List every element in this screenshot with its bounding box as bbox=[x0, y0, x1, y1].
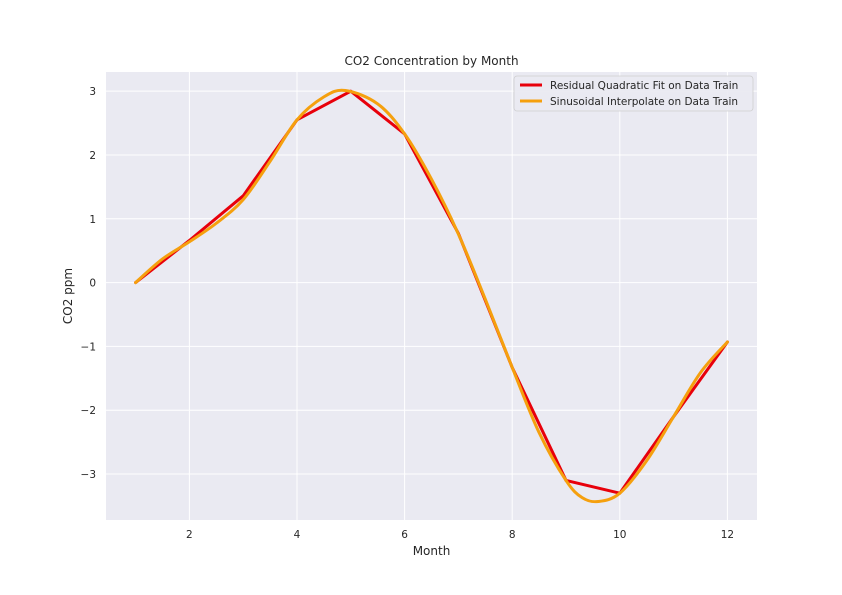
x-tick-label: 12 bbox=[721, 529, 734, 541]
y-tick-label: 3 bbox=[89, 86, 96, 98]
x-tick-label: 8 bbox=[509, 529, 516, 541]
x-tick-label: 2 bbox=[186, 529, 193, 541]
y-axis-label: CO2 ppm bbox=[61, 268, 75, 324]
y-tick-label: 0 bbox=[89, 278, 96, 290]
x-tick-label: 6 bbox=[401, 529, 408, 541]
x-tick-label: 10 bbox=[613, 529, 626, 541]
y-tick-label: 1 bbox=[89, 214, 96, 226]
legend: Residual Quadratic Fit on Data Train Sin… bbox=[513, 75, 754, 112]
plot-area bbox=[106, 72, 757, 520]
chart-title: CO2 Concentration by Month bbox=[344, 54, 518, 68]
x-tick-label: 4 bbox=[294, 529, 301, 541]
series-line-1 bbox=[134, 89, 729, 495]
legend-label-series-1: Residual Quadratic Fit on Data Train bbox=[550, 80, 738, 92]
x-axis-label: Month bbox=[413, 544, 451, 558]
legend-label-series-2: Sinusoidal Interpolate on Data Train bbox=[550, 96, 738, 108]
y-tick-label: 2 bbox=[89, 150, 96, 162]
y-tick-label: −1 bbox=[81, 341, 96, 353]
legend-box bbox=[513, 75, 754, 112]
y-tick-label: −3 bbox=[81, 469, 96, 481]
series-line-2 bbox=[134, 88, 729, 504]
series-layer bbox=[134, 88, 729, 504]
y-tick-label: −2 bbox=[81, 405, 96, 417]
